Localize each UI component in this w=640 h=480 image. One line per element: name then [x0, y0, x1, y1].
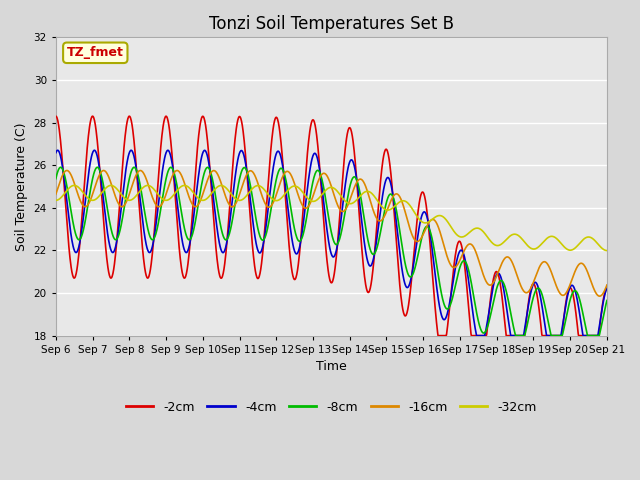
X-axis label: Time: Time — [316, 360, 347, 373]
Text: TZ_fmet: TZ_fmet — [67, 46, 124, 60]
Legend: -2cm, -4cm, -8cm, -16cm, -32cm: -2cm, -4cm, -8cm, -16cm, -32cm — [121, 396, 542, 419]
Title: Tonzi Soil Temperatures Set B: Tonzi Soil Temperatures Set B — [209, 15, 454, 33]
Y-axis label: Soil Temperature (C): Soil Temperature (C) — [15, 122, 28, 251]
